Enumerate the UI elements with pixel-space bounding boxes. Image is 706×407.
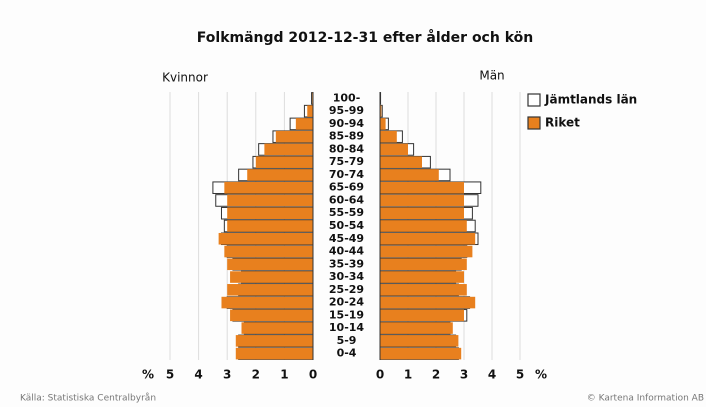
category-label: 50-54 [329, 219, 365, 232]
bar-women [241, 322, 313, 334]
category-label: 85-89 [329, 130, 364, 143]
category-label: 65-69 [329, 181, 364, 194]
bar-men [380, 296, 476, 309]
legend-label: Jämtlands län [544, 93, 637, 107]
x-tick-label: 1 [404, 368, 412, 382]
category-label: 35-39 [329, 257, 364, 270]
category-label: 70-74 [329, 168, 365, 181]
bar-women [307, 105, 313, 117]
legend-label: Riket [545, 116, 580, 130]
category-label: 30-34 [329, 270, 365, 283]
category-label: 25-29 [329, 283, 364, 296]
bar-women [230, 271, 313, 283]
category-label: 95-99 [329, 104, 364, 117]
bar-women [275, 130, 313, 143]
category-label: 10-14 [329, 321, 365, 334]
category-label: 45-49 [329, 232, 364, 245]
category-label: 75-79 [329, 155, 364, 168]
bar-men [380, 207, 464, 220]
legend-swatch [527, 116, 541, 130]
bar-women [264, 143, 313, 156]
bar-men [380, 232, 476, 245]
bar-men [380, 220, 467, 232]
category-label: 80-84 [329, 142, 365, 155]
category-label: 55-59 [329, 206, 364, 219]
source: Källa: Statistiska Centralbyrån [20, 393, 156, 404]
x-tick-label: 4 [194, 368, 202, 382]
bar-men [380, 347, 462, 360]
unit-label: % [535, 368, 547, 382]
x-tick-label: 0 [376, 368, 384, 382]
chart-title: Folkmängd 2012-12-31 efter ålder och kön [197, 29, 533, 46]
bar-women [255, 156, 313, 168]
x-tick-label: 4 [488, 368, 496, 382]
x-tick-label: 3 [460, 368, 468, 382]
bar-men [380, 181, 464, 194]
bar-men [380, 156, 422, 168]
bar-men [380, 105, 382, 117]
category-label: 100- [333, 91, 361, 104]
bar-women [227, 220, 313, 232]
bar-women [235, 347, 313, 360]
bar-men [380, 309, 464, 322]
unit-label: % [142, 368, 154, 382]
category-label: 90-94 [329, 117, 365, 130]
x-tick-label: 0 [309, 368, 317, 382]
bar-men [380, 335, 459, 347]
bar-women [221, 296, 313, 309]
bar-women [227, 207, 313, 220]
bar-men [380, 143, 408, 156]
bar-women [230, 309, 313, 322]
category-label: 0-4 [337, 347, 357, 360]
bar-men [380, 130, 397, 143]
x-tick-label: 3 [223, 368, 231, 382]
bar-men [380, 118, 386, 130]
category-label: 40-44 [329, 245, 365, 258]
right-label: Män [479, 69, 504, 83]
x-tick-label: 1 [280, 368, 288, 382]
bar-men [380, 271, 464, 283]
x-tick-label: 5 [166, 368, 174, 382]
x-tick-label: 2 [432, 368, 440, 382]
bar-women [227, 258, 313, 271]
x-tick-label: 5 [516, 368, 524, 382]
category-label: 60-64 [329, 193, 365, 206]
category-label: 20-24 [329, 296, 365, 309]
category-label: 15-19 [329, 308, 364, 321]
bar-men [380, 169, 439, 181]
bar-women [218, 232, 313, 245]
bar-women [227, 194, 313, 207]
bar-women [247, 169, 313, 181]
bar-men [380, 194, 464, 207]
legend-swatch [527, 93, 541, 107]
bar-men [380, 322, 453, 334]
bar-women [295, 118, 313, 130]
x-tick-label: 2 [252, 368, 260, 382]
bar-men [380, 245, 473, 258]
left-label: Kvinnor [162, 71, 208, 85]
copyright: © Kartena Information AB [587, 394, 704, 404]
bar-men [380, 258, 467, 271]
bar-women [224, 245, 313, 258]
bar-women [235, 335, 313, 347]
bar-women [227, 284, 313, 296]
bar-women [224, 181, 313, 194]
category-label: 5-9 [337, 334, 357, 347]
bar-men [380, 284, 467, 296]
